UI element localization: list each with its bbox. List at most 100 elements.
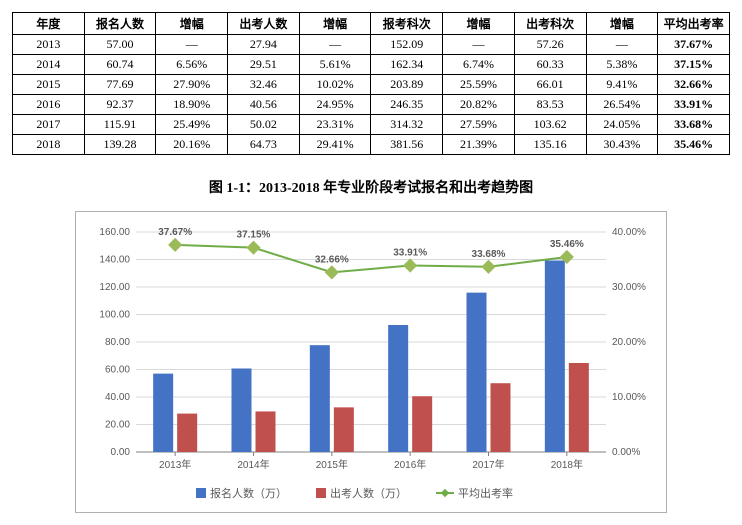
table-header-cell: 年度 xyxy=(13,13,85,35)
svg-text:出考人数（万）: 出考人数（万） xyxy=(330,486,407,500)
svg-text:20.00: 20.00 xyxy=(105,420,130,431)
table-cell: 2013 xyxy=(13,35,85,55)
svg-text:30.00%: 30.00% xyxy=(612,282,646,293)
svg-text:80.00: 80.00 xyxy=(105,337,130,348)
table-header-cell: 增幅 xyxy=(156,13,228,35)
table-header-row: 年度报名人数增幅出考人数增幅报考科次增幅出考科次增幅平均出考率 xyxy=(13,13,730,35)
table-cell: 83.53 xyxy=(514,95,586,115)
table-cell: 37.15% xyxy=(658,55,730,75)
table-header-cell: 增幅 xyxy=(299,13,371,35)
table-cell: 6.56% xyxy=(156,55,228,75)
svg-text:10.00%: 10.00% xyxy=(612,392,646,403)
table-row: 2017115.9125.49%50.0223.31%314.3227.59%1… xyxy=(13,115,730,135)
table-cell: 40.56 xyxy=(228,95,300,115)
table-header-cell: 报名人数 xyxy=(84,13,156,35)
svg-text:37.67%: 37.67% xyxy=(158,227,192,238)
table-cell: 29.51 xyxy=(228,55,300,75)
table-cell: 9.41% xyxy=(586,75,658,95)
table-header-cell: 平均出考率 xyxy=(658,13,730,35)
svg-text:2016年: 2016年 xyxy=(394,458,426,471)
table-row: 201577.6927.90%32.4610.02%203.8925.59%66… xyxy=(13,75,730,95)
svg-text:平均出考率: 平均出考率 xyxy=(458,486,513,500)
table-cell: 27.90% xyxy=(156,75,228,95)
table-cell: 25.59% xyxy=(443,75,515,95)
table-cell: 25.49% xyxy=(156,115,228,135)
svg-text:35.46%: 35.46% xyxy=(550,239,584,250)
table-cell: 21.39% xyxy=(443,135,515,155)
table-cell: 139.28 xyxy=(84,135,156,155)
svg-text:0.00%: 0.00% xyxy=(612,447,640,458)
table-cell: 92.37 xyxy=(84,95,156,115)
table-cell: 33.91% xyxy=(658,95,730,115)
table-cell: 115.91 xyxy=(84,115,156,135)
figure-caption: 图 1-1：2013-2018 年专业阶段考试报名和出考趋势图 xyxy=(12,177,730,197)
svg-text:40.00: 40.00 xyxy=(105,392,130,403)
table-cell: 20.16% xyxy=(156,135,228,155)
table-cell: 29.41% xyxy=(299,135,371,155)
table-cell: 50.02 xyxy=(228,115,300,135)
table-cell: 152.09 xyxy=(371,35,443,55)
table-row: 201692.3718.90%40.5624.95%246.3520.82%83… xyxy=(13,95,730,115)
svg-text:32.66%: 32.66% xyxy=(315,254,349,265)
table-body: 201357.00—27.94—152.09—57.26—37.67%20146… xyxy=(13,35,730,155)
svg-text:报名人数（万）: 报名人数（万） xyxy=(210,486,287,500)
table-header-cell: 报考科次 xyxy=(371,13,443,35)
svg-text:160.00: 160.00 xyxy=(99,227,130,238)
table-cell: 203.89 xyxy=(371,75,443,95)
table-cell: 57.00 xyxy=(84,35,156,55)
table-cell: — xyxy=(586,35,658,55)
table-cell: 18.90% xyxy=(156,95,228,115)
svg-text:60.00: 60.00 xyxy=(105,365,130,376)
table-cell: 5.38% xyxy=(586,55,658,75)
svg-text:33.91%: 33.91% xyxy=(393,247,427,258)
svg-text:100.00: 100.00 xyxy=(99,310,130,321)
table-cell: 60.33 xyxy=(514,55,586,75)
table-cell: 6.74% xyxy=(443,55,515,75)
data-table: 年度报名人数增幅出考人数增幅报考科次增幅出考科次增幅平均出考率 201357.0… xyxy=(12,12,730,155)
svg-text:40.00%: 40.00% xyxy=(612,227,646,238)
table-header-cell: 出考人数 xyxy=(228,13,300,35)
table-row: 2018139.2820.16%64.7329.41%381.5621.39%1… xyxy=(13,135,730,155)
table-cell: 35.46% xyxy=(658,135,730,155)
table-cell: 2017 xyxy=(13,115,85,135)
table-cell: 27.59% xyxy=(443,115,515,135)
svg-text:33.68%: 33.68% xyxy=(472,249,506,260)
svg-text:120.00: 120.00 xyxy=(99,282,130,293)
table-cell: 64.73 xyxy=(228,135,300,155)
table-cell: — xyxy=(443,35,515,55)
table-cell: 30.43% xyxy=(586,135,658,155)
svg-text:2013年: 2013年 xyxy=(159,458,191,471)
table-cell: 20.82% xyxy=(443,95,515,115)
table-header-cell: 增幅 xyxy=(443,13,515,35)
table-cell: — xyxy=(156,35,228,55)
table-cell: 24.95% xyxy=(299,95,371,115)
table-cell: 135.16 xyxy=(514,135,586,155)
table-cell: 57.26 xyxy=(514,35,586,55)
table-cell: 2016 xyxy=(13,95,85,115)
svg-text:140.00: 140.00 xyxy=(99,255,130,266)
svg-text:0.00: 0.00 xyxy=(111,447,131,458)
table-cell: 2014 xyxy=(13,55,85,75)
table-cell: 60.74 xyxy=(84,55,156,75)
table-row: 201357.00—27.94—152.09—57.26—37.67% xyxy=(13,35,730,55)
table-cell: 33.68% xyxy=(658,115,730,135)
table-cell: 26.54% xyxy=(586,95,658,115)
table-cell: 381.56 xyxy=(371,135,443,155)
trend-chart: 0.00 20.00 40.00 60.00 80.00 100.00 120.00 140.… xyxy=(75,211,667,513)
table-cell: 32.66% xyxy=(658,75,730,95)
table-cell: 77.69 xyxy=(84,75,156,95)
table-cell: 10.02% xyxy=(299,75,371,95)
svg-text:20.00%: 20.00% xyxy=(612,337,646,348)
svg-text:2015年: 2015年 xyxy=(316,458,348,471)
table-cell: 162.34 xyxy=(371,55,443,75)
svg-text:2017年: 2017年 xyxy=(472,458,504,471)
table-cell: 66.01 xyxy=(514,75,586,95)
table-cell: — xyxy=(299,35,371,55)
table-cell: 103.62 xyxy=(514,115,586,135)
table-cell: 32.46 xyxy=(228,75,300,95)
table-cell: 314.32 xyxy=(371,115,443,135)
table-header-cell: 增幅 xyxy=(586,13,658,35)
svg-text:2018年: 2018年 xyxy=(551,458,583,471)
table-cell: 246.35 xyxy=(371,95,443,115)
table-cell: 24.05% xyxy=(586,115,658,135)
